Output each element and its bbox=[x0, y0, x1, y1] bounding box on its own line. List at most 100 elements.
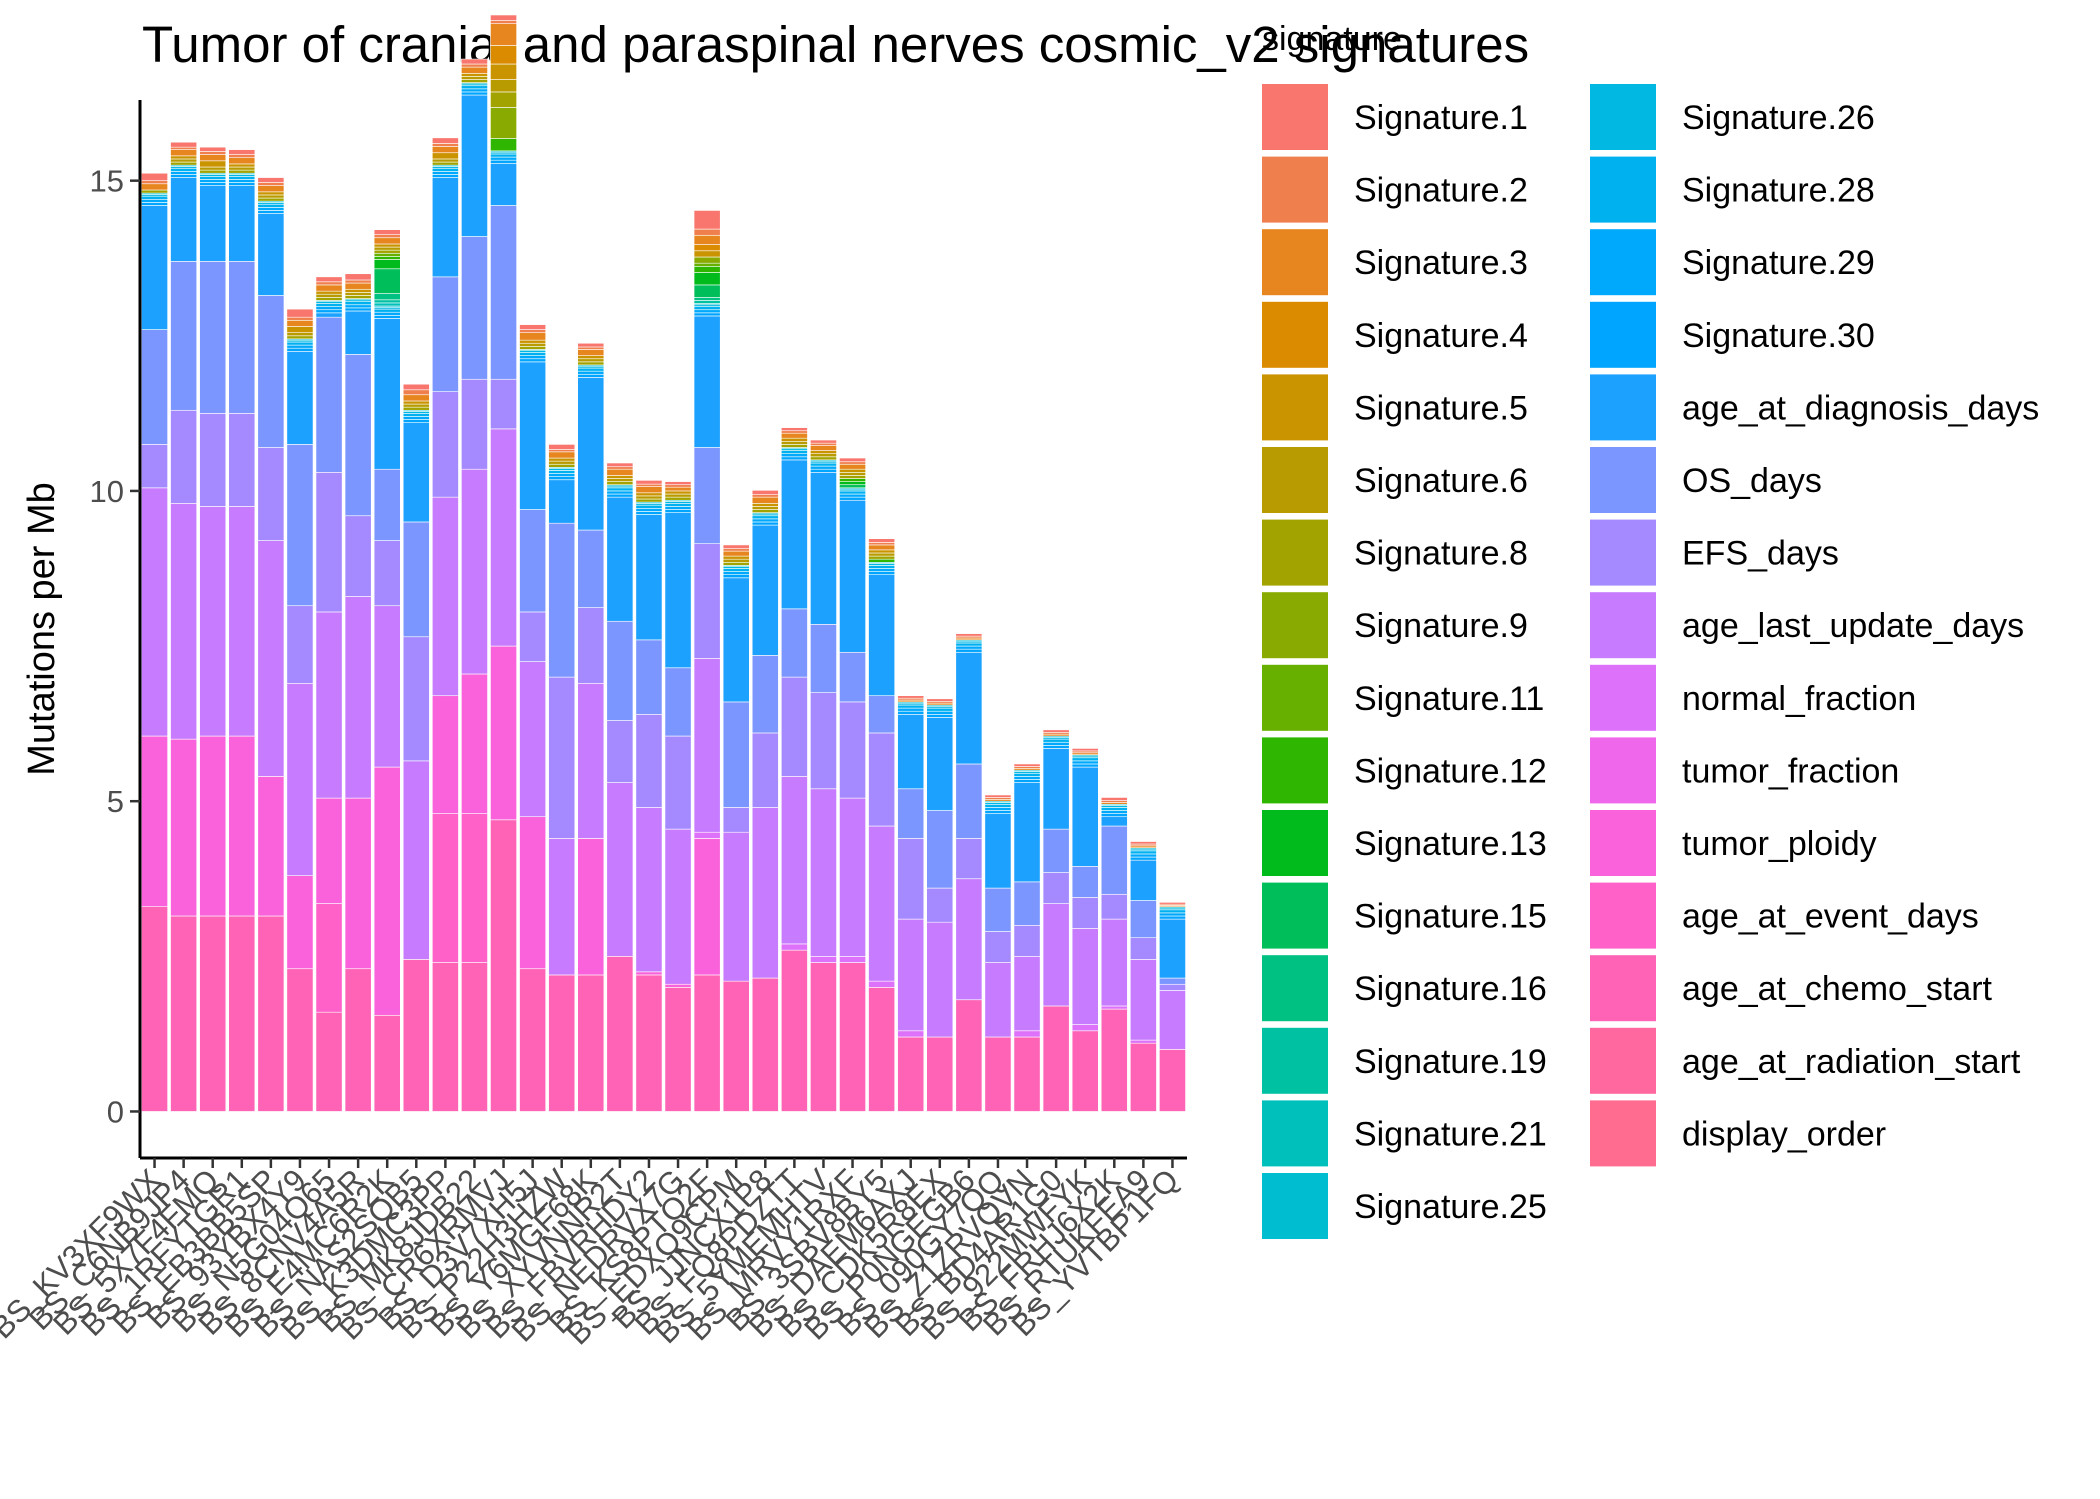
legend-key bbox=[1262, 882, 1328, 949]
bar-segment bbox=[839, 962, 866, 1112]
bar-segment bbox=[490, 107, 517, 139]
bar-segment bbox=[490, 645, 517, 821]
bar-segment bbox=[751, 521, 779, 526]
bar-segment bbox=[490, 14, 517, 21]
bar-segment bbox=[228, 157, 256, 165]
bar-segment bbox=[1100, 893, 1128, 920]
bar-segment bbox=[141, 906, 168, 1112]
bar-segment bbox=[1042, 729, 1070, 733]
legend-label: Signature.21 bbox=[1354, 1115, 1547, 1153]
bar-segment bbox=[490, 138, 517, 152]
bar-segment bbox=[228, 915, 256, 1112]
bar-segment bbox=[170, 171, 198, 175]
bar-segment bbox=[897, 695, 925, 699]
legend-label: Signature.5 bbox=[1354, 389, 1528, 427]
bar-segment bbox=[490, 20, 517, 24]
bar-segment bbox=[170, 174, 198, 178]
bar-segment bbox=[897, 714, 925, 790]
bar-segment bbox=[926, 698, 954, 702]
bar-segment bbox=[373, 302, 401, 307]
bar-segment bbox=[810, 465, 837, 470]
bar-segment bbox=[868, 565, 896, 569]
bar-segment bbox=[839, 463, 866, 470]
bar-segment bbox=[257, 185, 285, 193]
bar-segment bbox=[897, 704, 925, 709]
bar-segment bbox=[926, 717, 954, 811]
legend-key bbox=[1590, 592, 1656, 659]
bar-segment bbox=[141, 198, 168, 203]
bar-segment bbox=[490, 378, 517, 430]
bar-segment bbox=[984, 813, 1012, 889]
bar-segment bbox=[228, 413, 256, 507]
legend-label: Signature.4 bbox=[1354, 317, 1528, 355]
bar-segment bbox=[868, 732, 896, 827]
bar-segment bbox=[635, 807, 663, 973]
bar-segment bbox=[664, 667, 692, 737]
bar-segment bbox=[141, 172, 168, 181]
bar-segment bbox=[170, 158, 198, 163]
legend-label: Signature.15 bbox=[1354, 898, 1547, 936]
bar-segment bbox=[635, 974, 663, 1112]
y-tick-label: 10 bbox=[90, 474, 124, 509]
bar-segment bbox=[955, 648, 983, 653]
bar-segment bbox=[461, 76, 488, 80]
bar-segment bbox=[1129, 850, 1157, 855]
legend-key bbox=[1262, 810, 1328, 876]
bar-segment bbox=[1129, 900, 1157, 939]
bar-segment bbox=[373, 246, 401, 251]
bar-segment bbox=[257, 776, 285, 917]
legend-label: age_at_chemo_start bbox=[1682, 970, 1993, 1008]
bar-segment bbox=[402, 413, 430, 417]
bar-segment bbox=[780, 453, 808, 458]
y-axis-title: Mutations per Mb bbox=[21, 482, 63, 776]
bar-segment bbox=[693, 312, 721, 317]
bar-segment bbox=[286, 605, 314, 684]
bar-segment bbox=[606, 956, 634, 1112]
bar-segment bbox=[955, 999, 983, 1112]
bar-segment bbox=[286, 682, 314, 876]
bar-segment bbox=[490, 23, 517, 46]
bar-segment bbox=[490, 63, 517, 80]
bar-segment bbox=[780, 450, 808, 455]
bar-segment bbox=[693, 658, 721, 833]
bar-segment bbox=[693, 210, 721, 230]
bar-segment bbox=[839, 484, 866, 489]
bar-segment bbox=[402, 416, 430, 420]
bar-segment bbox=[664, 987, 692, 1112]
bar-segment bbox=[519, 611, 547, 662]
bar-segment bbox=[315, 611, 343, 799]
bar-segment bbox=[751, 506, 779, 510]
bar-segment bbox=[955, 642, 983, 647]
bar-segment bbox=[955, 633, 983, 637]
legend-label: Signature.30 bbox=[1682, 317, 1875, 355]
bar-segment bbox=[810, 439, 837, 444]
bar-segment bbox=[199, 146, 227, 152]
bar-segment bbox=[519, 352, 547, 356]
bar-segment bbox=[1071, 1030, 1099, 1112]
bar-segment bbox=[548, 676, 576, 839]
legend-key bbox=[1262, 1173, 1328, 1239]
bar-segment bbox=[839, 472, 866, 476]
bar-segment bbox=[635, 492, 663, 497]
bar-segment bbox=[664, 493, 692, 498]
bar-segment bbox=[1129, 959, 1157, 1041]
legend-label: age_at_diagnosis_days bbox=[1682, 389, 2039, 427]
bar-segment bbox=[286, 968, 314, 1112]
bar-segment bbox=[839, 468, 866, 473]
bar-segment bbox=[780, 676, 808, 777]
bar-segment bbox=[431, 152, 459, 160]
bar-segment bbox=[199, 182, 227, 186]
legend-key bbox=[1590, 955, 1656, 1022]
bar-segment bbox=[664, 486, 692, 492]
bar-segment bbox=[926, 710, 954, 715]
bar-segment bbox=[1159, 990, 1186, 1050]
bar-segment bbox=[722, 544, 750, 549]
bar-segment bbox=[577, 346, 605, 350]
bar-segment bbox=[984, 803, 1012, 808]
bar-segment bbox=[606, 496, 634, 622]
bar-segment bbox=[693, 300, 721, 304]
bar-segment bbox=[577, 349, 605, 356]
bar-segment bbox=[810, 788, 837, 957]
bar-segment bbox=[635, 511, 663, 515]
bar-segment bbox=[1042, 748, 1070, 830]
